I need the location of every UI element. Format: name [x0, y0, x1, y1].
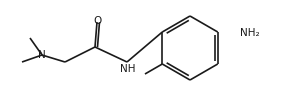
Text: N: N — [38, 50, 46, 60]
Text: O: O — [93, 16, 101, 26]
Text: NH: NH — [120, 64, 136, 74]
Text: NH₂: NH₂ — [240, 28, 259, 38]
